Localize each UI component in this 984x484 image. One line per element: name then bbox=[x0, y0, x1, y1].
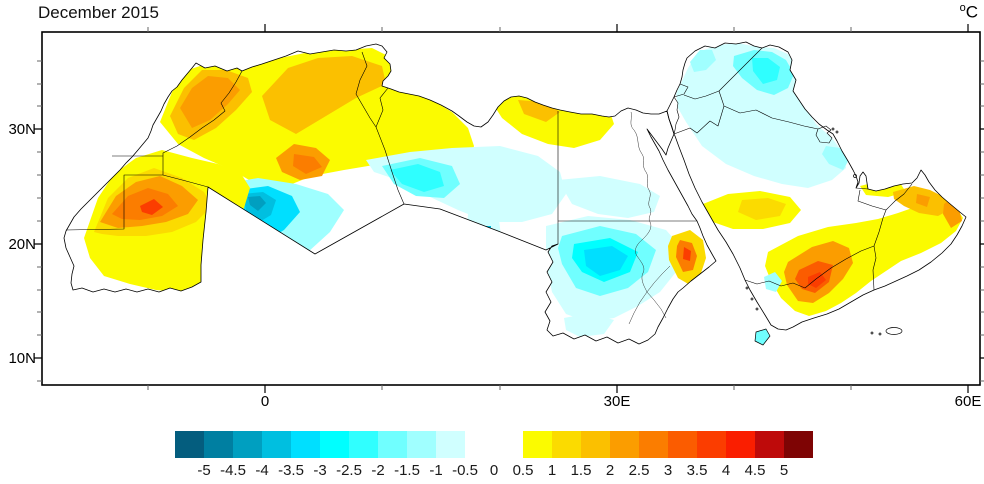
colorbar-box bbox=[697, 431, 726, 458]
colorbar-tick-label: 0.5 bbox=[512, 462, 534, 479]
coastline-arabia bbox=[666, 41, 967, 331]
djibouti-outline bbox=[754, 328, 771, 346]
colorbar-box bbox=[436, 431, 465, 458]
colorbar-tick-label: -3 bbox=[313, 462, 327, 479]
colorbar-tick-label: -1 bbox=[429, 462, 443, 479]
country-borders bbox=[63, 41, 967, 346]
plot-frame bbox=[34, 24, 984, 393]
colorbar-box bbox=[349, 431, 378, 458]
socotra-island bbox=[885, 327, 903, 335]
colorbar-tick-label: 1 bbox=[547, 462, 557, 479]
colorbar-tick-label: -4.5 bbox=[220, 462, 246, 479]
colorbar-tick-label: -3.5 bbox=[278, 462, 304, 479]
colorbar-tick-label: 0 bbox=[489, 462, 499, 479]
colorbar-box bbox=[581, 431, 610, 458]
x-tick-label-30E: 30E bbox=[603, 393, 631, 410]
colorbar-tick-label: 2 bbox=[605, 462, 615, 479]
colorbar-box bbox=[175, 431, 204, 458]
colorbar-box bbox=[320, 431, 349, 458]
colorbar-tick-label: -1.5 bbox=[394, 462, 420, 479]
colorbar-box bbox=[262, 431, 291, 458]
nile-river bbox=[628, 111, 671, 325]
colorbar-tick-label: -5 bbox=[197, 462, 211, 479]
colorbar-tick-label: 4 bbox=[721, 462, 731, 479]
colorbar-box bbox=[726, 431, 755, 458]
colorbar-box bbox=[494, 431, 523, 458]
colorbar-tick-label: 5 bbox=[779, 462, 789, 479]
islands bbox=[745, 127, 903, 346]
bahrain-island bbox=[853, 174, 857, 178]
internal-borders bbox=[65, 47, 913, 291]
y-tick-label-30N: 30N bbox=[8, 121, 36, 138]
colorbar-tick-label: -0.5 bbox=[452, 462, 478, 479]
colorbar bbox=[175, 431, 813, 458]
y-tick-label-10N: 10N bbox=[8, 350, 36, 367]
colorbar-box bbox=[523, 431, 552, 458]
colorbar-box bbox=[378, 431, 407, 458]
colorbar-box bbox=[465, 431, 494, 458]
major-ticks bbox=[34, 24, 984, 393]
colorbar-tick-label: -2.5 bbox=[336, 462, 362, 479]
colorbar-box bbox=[407, 431, 436, 458]
coastline-africa bbox=[63, 43, 717, 345]
colorbar-box bbox=[668, 431, 697, 458]
colorbar-box bbox=[233, 431, 262, 458]
colorbar-box bbox=[552, 431, 581, 458]
minor-ticks bbox=[37, 27, 984, 390]
x-tick-label-60E: 60E bbox=[954, 393, 982, 410]
colorbar-box bbox=[291, 431, 320, 458]
colorbar-box bbox=[639, 431, 668, 458]
colorbar-box bbox=[610, 431, 639, 458]
colorbar-tick-label: -2 bbox=[371, 462, 385, 479]
plot-title: December 2015 bbox=[38, 3, 159, 22]
anomaly-layer bbox=[84, 43, 963, 345]
colorbar-tick-label: -4 bbox=[255, 462, 269, 479]
colorbar-tick-label: 1.5 bbox=[570, 462, 592, 479]
colorbar-tick-label: 2.5 bbox=[628, 462, 650, 479]
x-tick-label-0: 0 bbox=[260, 393, 270, 410]
colorbar-tick-label: 3.5 bbox=[686, 462, 708, 479]
anomaly-map bbox=[34, 24, 984, 393]
colorbar-tick-label: 4.5 bbox=[744, 462, 766, 479]
colorbar-box bbox=[784, 431, 813, 458]
colorbar-box bbox=[204, 431, 233, 458]
y-tick-label-20N: 20N bbox=[8, 236, 36, 253]
colorbar-box bbox=[755, 431, 784, 458]
unit-label: oC bbox=[959, 2, 978, 22]
colorbar-tick-label: 3 bbox=[663, 462, 673, 479]
